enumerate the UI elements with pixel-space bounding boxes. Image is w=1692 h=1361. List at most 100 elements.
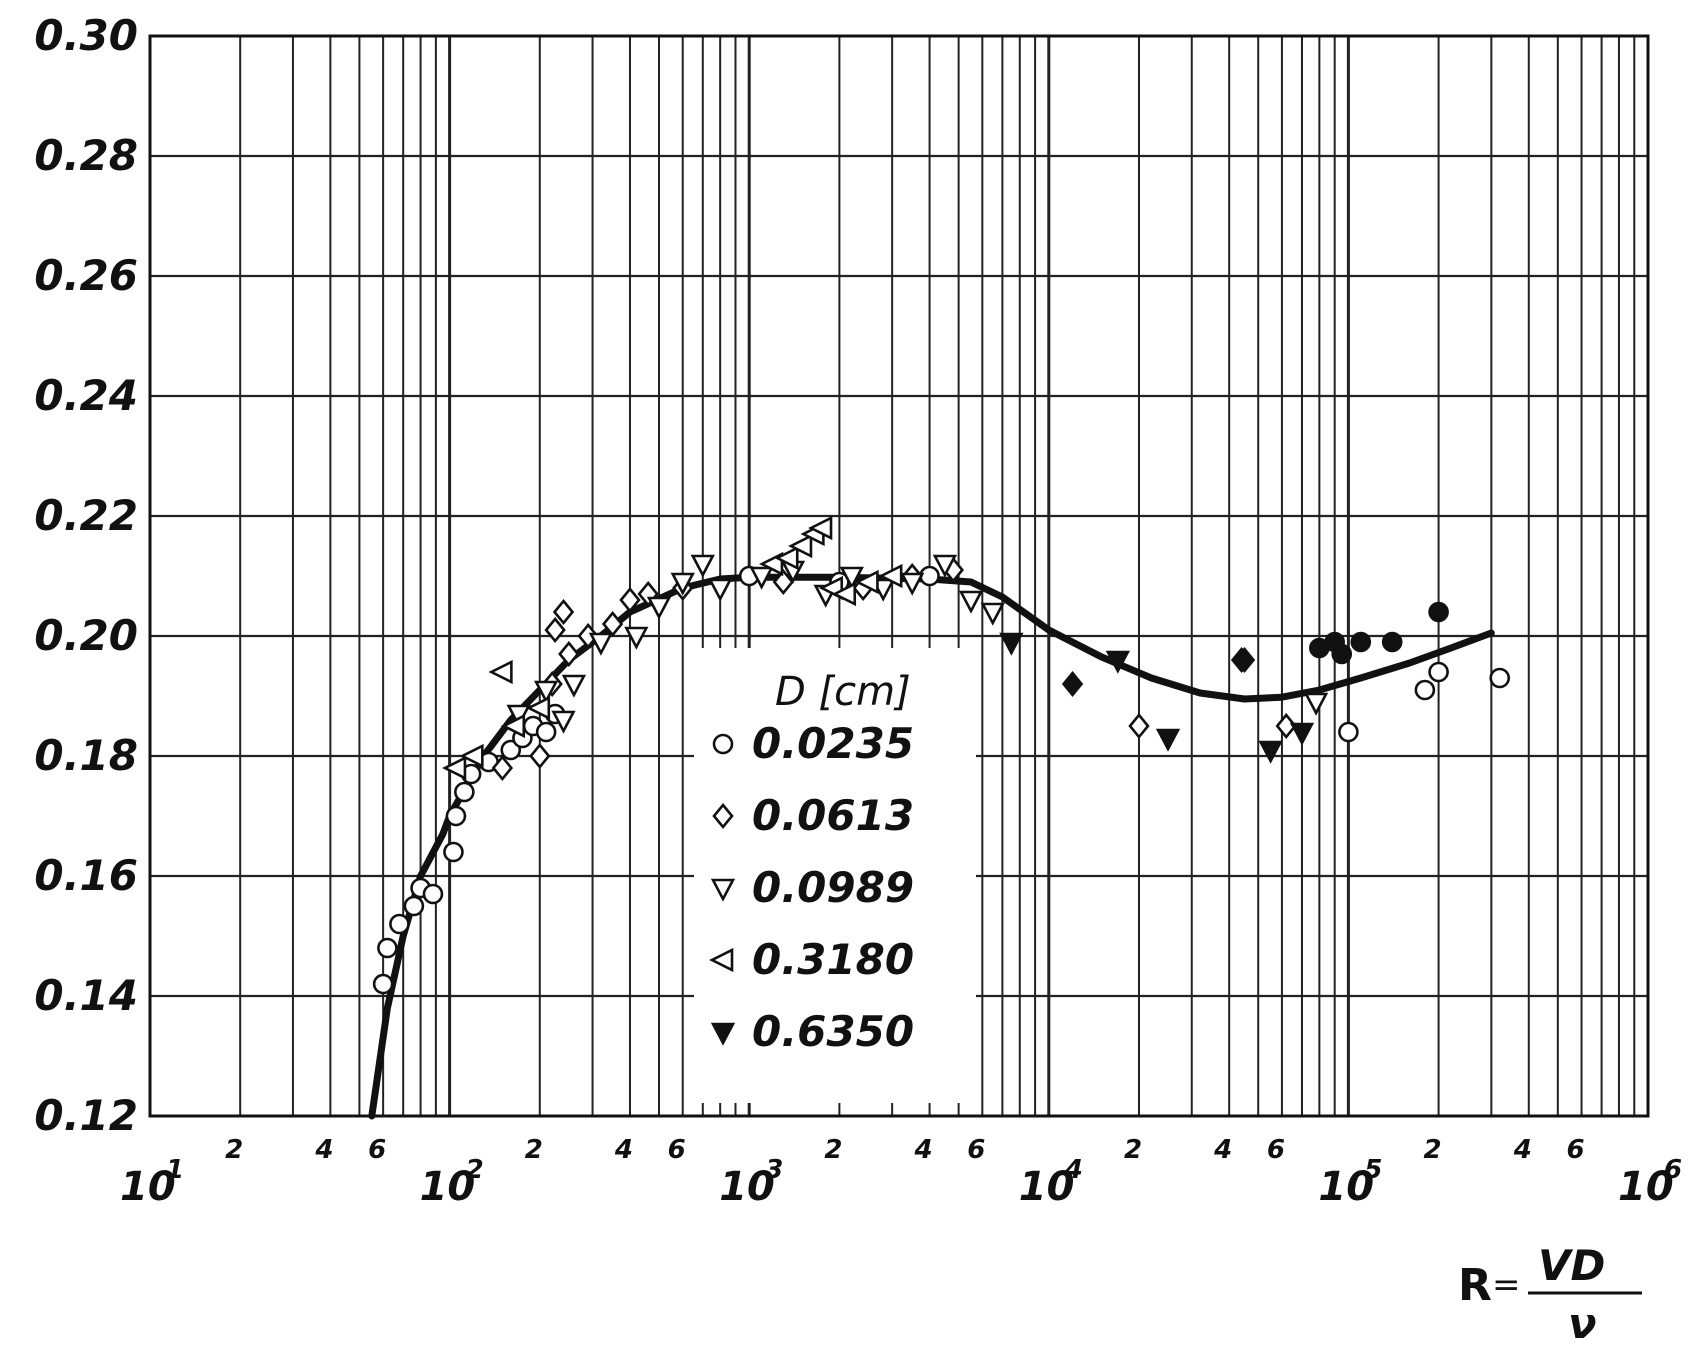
x-tick-label-minor: 4 <box>314 1135 333 1165</box>
x-tick-label-minor: 6 <box>668 1135 686 1165</box>
y-tick-label: 0.12 <box>34 1091 138 1140</box>
x-tick-base: 10 <box>420 1164 476 1210</box>
data-point <box>577 622 599 650</box>
data-point <box>500 739 522 761</box>
series-points <box>1061 646 1253 698</box>
data-point <box>690 554 715 578</box>
legend-label: 0.3180 <box>752 935 914 984</box>
y-tick-label: 0.14 <box>34 971 138 1020</box>
data-point <box>749 566 774 590</box>
x-tick-label-minor: 4 <box>1513 1135 1532 1165</box>
data-point <box>500 713 526 739</box>
series-points <box>491 556 1297 782</box>
y-tick-label: 0.18 <box>34 731 138 780</box>
data-point <box>1350 631 1372 653</box>
legend-item: 0.0613 <box>712 791 914 840</box>
data-point <box>772 568 795 596</box>
data-point <box>403 895 425 917</box>
data-point <box>999 632 1024 656</box>
data-point <box>1155 728 1181 752</box>
x-tick-label-minor: 6 <box>967 1135 985 1165</box>
y-tick-label: 0.28 <box>34 131 138 180</box>
data-point <box>533 680 559 704</box>
data-point <box>459 743 484 769</box>
data-point <box>377 937 398 959</box>
x-tick-base: 10 <box>120 1164 176 1210</box>
x-tick-base: 10 <box>1019 1164 1075 1210</box>
y-axis-tick-labels: 0.12 0.14 0.16 0.18 0.20 0.22 0.24 0.26 0.28 0.30 <box>34 11 138 1140</box>
x-axis-label-denominator: ν <box>1568 1299 1597 1348</box>
data-point <box>1128 712 1150 740</box>
data-point <box>491 754 514 782</box>
data-points <box>372 515 1511 995</box>
x-tick-label-major: 103 <box>719 1155 783 1210</box>
data-point <box>1258 740 1283 764</box>
data-point <box>601 610 624 638</box>
legend-marker <box>712 733 734 755</box>
y-tick-label: 0.24 <box>34 371 138 420</box>
data-point <box>878 563 903 589</box>
data-point <box>932 554 958 578</box>
legend-items: 0.0235 0.0613 0.0989 0.3180 0.6350 <box>709 719 914 1056</box>
data-point <box>561 674 587 698</box>
x-tick-base: 10 <box>1318 1164 1374 1210</box>
legend-label: 0.0989 <box>752 863 914 912</box>
x-axis-label-symbol: R <box>1458 1260 1492 1311</box>
x-axis-label-equals: = <box>1492 1265 1521 1305</box>
y-tick-label: 0.20 <box>34 611 138 660</box>
data-point <box>808 515 833 541</box>
x-tick-label-minor: 4 <box>1213 1135 1232 1165</box>
x-tick-label-minor: 4 <box>614 1135 633 1165</box>
data-point <box>1303 692 1329 716</box>
x-tick-label-major: 105 <box>1318 1155 1382 1210</box>
legend-item: 0.0235 <box>712 719 914 768</box>
x-tick-label-major: 101 <box>120 1155 184 1210</box>
data-point <box>670 572 695 596</box>
data-point <box>854 569 879 595</box>
legend-marker <box>712 802 734 830</box>
data-point <box>529 742 551 770</box>
data-point <box>900 572 925 596</box>
x-tick-label-major: 106 <box>1618 1155 1682 1210</box>
data-point <box>774 545 799 571</box>
y-tick-label: 0.26 <box>34 251 138 300</box>
series-points <box>1309 601 1449 665</box>
legend-marker <box>710 1022 736 1046</box>
data-point <box>1331 643 1353 665</box>
data-point <box>1230 646 1253 674</box>
data-point <box>1289 722 1315 746</box>
data-point <box>588 632 614 656</box>
data-point <box>980 602 1005 626</box>
data-point <box>558 640 580 668</box>
x-tick-label-minor: 6 <box>368 1135 386 1165</box>
x-tick-exponent: 2 <box>466 1155 484 1185</box>
x-tick-label-minor: 2 <box>1124 1135 1142 1165</box>
data-point <box>1414 679 1436 701</box>
series-points <box>999 632 1315 764</box>
x-tick-exponent: 3 <box>765 1155 783 1185</box>
plot-border <box>148 34 1650 1118</box>
data-point <box>624 626 649 650</box>
legend: D [cm] 0.0235 0.0613 0.0989 0.3180 0.6350 <box>694 648 976 1103</box>
x-axis-label-numerator: VD <box>1538 1241 1605 1290</box>
data-point <box>1338 721 1359 743</box>
x-tick-label-minor: 6 <box>1566 1135 1584 1165</box>
legend-item: 0.6350 <box>710 1007 914 1056</box>
x-tick-base: 10 <box>719 1164 775 1210</box>
data-point <box>544 616 566 644</box>
data-point <box>488 659 513 685</box>
x-tick-label-major: 102 <box>420 1155 484 1210</box>
data-point <box>443 841 464 863</box>
x-tick-exponent: 6 <box>1664 1155 1682 1185</box>
data-point <box>422 883 444 905</box>
x-tick-exponent: 1 <box>166 1155 184 1185</box>
data-point <box>1428 601 1449 623</box>
legend-marker <box>710 878 736 902</box>
series-points <box>442 515 903 781</box>
data-point <box>708 578 733 602</box>
data-point <box>1105 650 1130 674</box>
data-point <box>535 721 557 743</box>
legend-marker <box>709 947 734 973</box>
data-point <box>646 596 672 620</box>
legend-label: 0.0235 <box>752 719 914 768</box>
